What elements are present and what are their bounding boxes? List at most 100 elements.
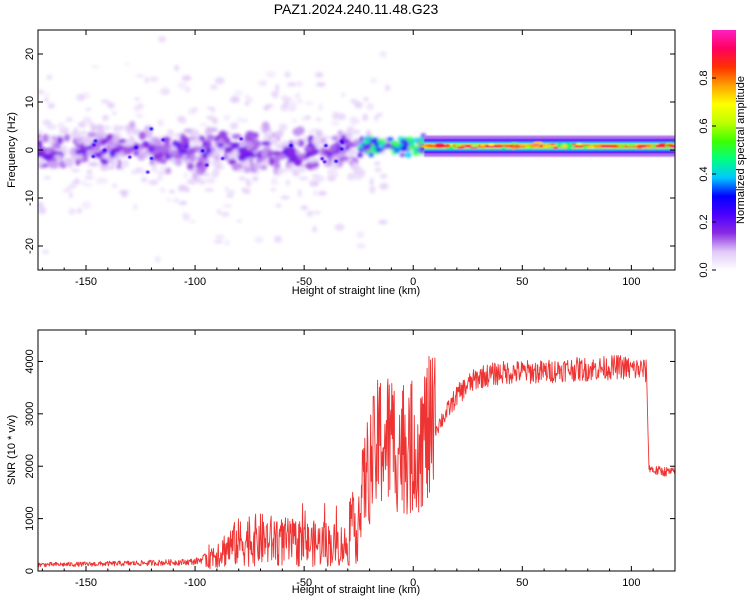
heatmap-cell bbox=[591, 144, 602, 148]
heatmap-cell bbox=[79, 143, 86, 151]
heatmap-cell bbox=[178, 200, 188, 205]
heatmap-cell bbox=[339, 156, 350, 162]
heatmap-cell bbox=[102, 114, 109, 122]
heatmap-cell bbox=[38, 140, 43, 146]
heatmap-cell bbox=[413, 138, 421, 142]
heatmap-cell bbox=[553, 146, 559, 149]
snr-y-tick-label: 4000 bbox=[24, 349, 36, 373]
heatmap-cell bbox=[116, 139, 127, 144]
heatmap-cell bbox=[47, 102, 55, 109]
heatmap-cell bbox=[157, 118, 164, 127]
heatmap-cell bbox=[212, 168, 220, 177]
heatmap-cell bbox=[226, 190, 236, 194]
heatmap-cell bbox=[350, 98, 359, 104]
heatmap-cell bbox=[79, 94, 85, 101]
heatmap-x-tick-label: 0 bbox=[410, 276, 416, 288]
heatmap-cell bbox=[371, 139, 377, 144]
heatmap-cell bbox=[244, 94, 251, 100]
heatmap-cell bbox=[637, 146, 642, 150]
heatmap-cell bbox=[316, 82, 326, 87]
heatmap-cell bbox=[38, 133, 42, 140]
heatmap-cell bbox=[238, 176, 246, 181]
heatmap-cell bbox=[126, 137, 136, 147]
heatmap-cell bbox=[210, 107, 216, 113]
heatmap-cell bbox=[255, 157, 262, 164]
heatmap-cell bbox=[134, 97, 141, 101]
heatmap-x-tick-label: -50 bbox=[296, 276, 312, 288]
heatmap-cell bbox=[181, 136, 190, 145]
heatmap-cell bbox=[339, 139, 344, 143]
colorbar: 0.0 0.2 0.4 0.6 0.8 Normalized spectral ampl… bbox=[698, 30, 747, 278]
heatmap-cell bbox=[179, 150, 190, 155]
heatmap-cell bbox=[658, 143, 668, 146]
heatmap-cell bbox=[88, 161, 99, 167]
heatmap-cell bbox=[218, 130, 228, 140]
heatmap-cell bbox=[261, 80, 267, 87]
heatmap-cell bbox=[189, 219, 196, 224]
heatmap-cell bbox=[44, 97, 49, 102]
heatmap-cell bbox=[139, 168, 148, 175]
heatmap-cell bbox=[224, 146, 234, 154]
heatmap-cell bbox=[284, 71, 291, 78]
heatmap-cell bbox=[254, 236, 264, 243]
heatmap-cell bbox=[38, 89, 44, 95]
heatmap-cell bbox=[187, 162, 194, 171]
heatmap-cell bbox=[289, 143, 293, 147]
heatmap-cell bbox=[418, 148, 425, 154]
colorbar-ticks: 0.0 0.2 0.4 0.6 0.8 bbox=[698, 70, 716, 278]
heatmap-cell bbox=[518, 144, 529, 147]
heatmap-cell bbox=[358, 147, 364, 152]
colorbar-tick-label: 0.0 bbox=[698, 262, 710, 277]
heatmap-cell bbox=[91, 154, 96, 158]
heatmap-cell bbox=[368, 152, 374, 158]
heatmap-cell bbox=[275, 83, 280, 92]
heatmap-cell bbox=[149, 156, 154, 160]
heatmap-cell bbox=[53, 154, 63, 160]
heatmap-cell bbox=[273, 235, 283, 243]
heatmap-cell bbox=[245, 130, 255, 139]
heatmap-cell bbox=[456, 146, 465, 149]
heatmap-cell bbox=[263, 105, 270, 111]
heatmap-cell bbox=[665, 144, 675, 147]
heatmap-cell bbox=[85, 107, 92, 111]
heatmap-cell bbox=[315, 129, 323, 139]
heatmap-cell bbox=[586, 145, 594, 148]
heatmap-cell bbox=[295, 126, 305, 135]
heatmap-cell bbox=[286, 82, 297, 87]
heatmap-cell bbox=[356, 243, 366, 249]
heatmap-cell bbox=[265, 129, 274, 137]
heatmap-cell bbox=[81, 201, 92, 210]
heatmap-cell bbox=[140, 177, 148, 183]
heatmap-cell bbox=[337, 130, 344, 136]
heatmap-cell bbox=[148, 146, 155, 154]
snr-series-line bbox=[38, 355, 675, 570]
heatmap-cell bbox=[82, 116, 92, 123]
heatmap-cell bbox=[363, 97, 369, 102]
heatmap-cell bbox=[241, 159, 251, 168]
heatmap-cell bbox=[385, 84, 390, 92]
heatmap-cell bbox=[334, 223, 345, 231]
heatmap-cell bbox=[303, 135, 308, 143]
heatmap-cell bbox=[42, 133, 49, 143]
heatmap-cell bbox=[357, 152, 363, 158]
heatmap-cell bbox=[166, 198, 172, 202]
heatmap-cell bbox=[352, 130, 359, 135]
heatmap-cell bbox=[324, 144, 328, 148]
heatmap-cell bbox=[303, 146, 313, 152]
heatmap-cell bbox=[166, 129, 174, 137]
heatmap-cell bbox=[379, 142, 384, 146]
heatmap-cell bbox=[260, 148, 269, 158]
heatmap-cell bbox=[101, 99, 110, 104]
heatmap-cell bbox=[70, 133, 80, 139]
heatmap-cell bbox=[228, 158, 237, 165]
colorbar-tick-label: 0.4 bbox=[698, 166, 710, 181]
heatmap-cell bbox=[78, 130, 88, 136]
heatmap-cell bbox=[296, 168, 304, 173]
heatmap-cell bbox=[582, 145, 588, 149]
heatmap-cell bbox=[230, 95, 240, 104]
heatmap-cell bbox=[62, 188, 71, 193]
heatmap-cell bbox=[270, 180, 280, 186]
heatmap-cell bbox=[315, 176, 325, 183]
heatmap-cell bbox=[118, 189, 129, 195]
heatmap-cell bbox=[46, 74, 53, 81]
